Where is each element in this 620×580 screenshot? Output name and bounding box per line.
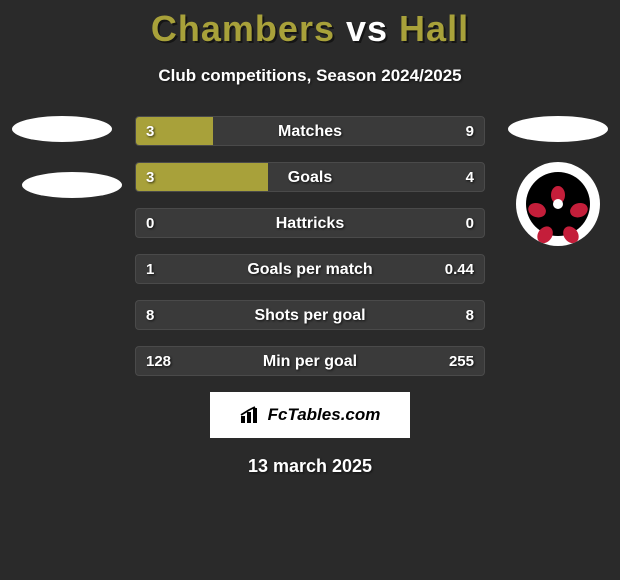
player1-badges [12,116,122,198]
date-text: 13 march 2025 [0,456,620,477]
player2-name: Hall [399,8,469,49]
stat-row: 3Matches9 [135,116,485,146]
stat-label: Shots per goal [136,301,484,330]
badge-ellipse-icon [508,116,608,142]
comparison-title: Chambers vs Hall [0,0,620,50]
stat-row: 1Goals per match0.44 [135,254,485,284]
stat-label: Hattricks [136,209,484,238]
stat-label: Matches [136,117,484,146]
badge-ellipse-icon [22,172,122,198]
club-logo [516,162,600,246]
watermark-text: FcTables.com [268,405,381,425]
stat-row: 8Shots per goal8 [135,300,485,330]
club-logo-inner-icon [526,172,590,236]
watermark: FcTables.com [210,392,410,438]
stat-value-right: 255 [449,347,474,376]
stat-row: 0Hattricks0 [135,208,485,238]
stat-bars: 3Matches9 3Goals4 0Hattricks0 1Goals per ma… [135,116,485,376]
stat-value-right: 4 [466,163,474,192]
stat-row: 3Goals4 [135,162,485,192]
stat-value-right: 8 [466,301,474,330]
player1-name: Chambers [151,8,335,49]
stat-label: Min per goal [136,347,484,376]
player2-badges [508,116,608,246]
vs-text: vs [346,8,388,49]
content-area: 3Matches9 3Goals4 0Hattricks0 1Goals per ma… [0,116,620,477]
rose-icon [540,186,576,222]
chart-icon [240,406,262,424]
stat-value-right: 0.44 [445,255,474,284]
season-subtitle: Club competitions, Season 2024/2025 [0,66,620,86]
stat-label: Goals per match [136,255,484,284]
badge-ellipse-icon [12,116,112,142]
stat-value-right: 0 [466,209,474,238]
stat-value-right: 9 [466,117,474,146]
stat-row: 128Min per goal255 [135,346,485,376]
stat-label: Goals [136,163,484,192]
